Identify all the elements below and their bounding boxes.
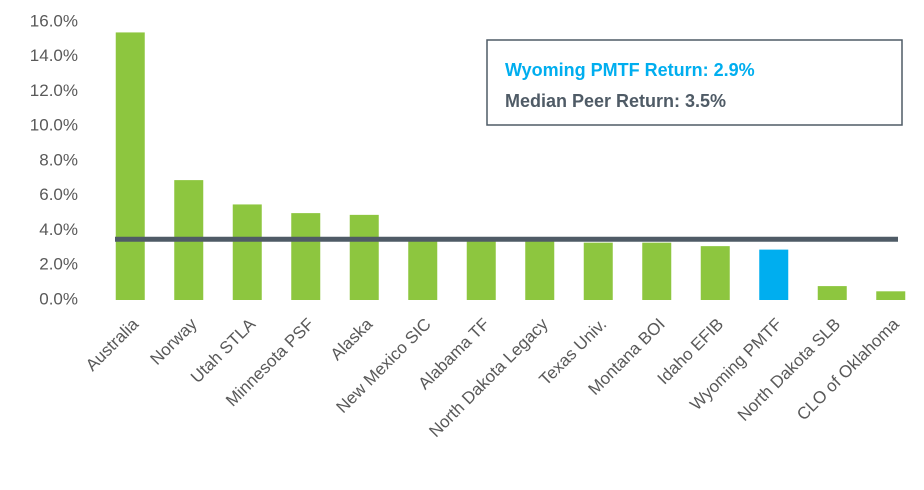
bar	[349, 214, 379, 300]
bar	[817, 286, 847, 300]
bar	[408, 239, 438, 300]
x-tick-label: Norway	[147, 314, 202, 369]
x-tick-label: Australia	[82, 314, 143, 375]
x-tick-label: Alaska	[327, 314, 377, 364]
x-tick-label: CLO of Oklahoma	[793, 314, 903, 424]
annotation-box	[486, 39, 903, 126]
y-tick-label: 14.0%	[30, 46, 78, 65]
bar	[876, 291, 906, 300]
y-tick-label: 16.0%	[30, 11, 78, 30]
bar	[232, 204, 262, 300]
bar	[525, 239, 555, 300]
y-tick-label: 10.0%	[30, 116, 78, 135]
annotation: Median Peer Return: 3.5%	[505, 91, 726, 111]
bar	[291, 213, 321, 300]
bar	[759, 249, 789, 300]
bar	[642, 242, 672, 300]
bar	[115, 32, 145, 301]
y-tick-label: 4.0%	[39, 220, 78, 239]
y-tick-label: 0.0%	[39, 289, 78, 308]
y-tick-label: 2.0%	[39, 255, 78, 274]
bar	[466, 239, 496, 300]
bar	[583, 242, 613, 300]
y-tick-label: 12.0%	[30, 81, 78, 100]
y-tick-label: 8.0%	[39, 150, 78, 169]
x-tick-label: North Dakota Legacy	[425, 314, 552, 441]
bar	[700, 246, 730, 300]
annotation: Wyoming PMTF Return: 2.9%	[505, 60, 755, 80]
x-tick-label: North Dakota SLB	[734, 315, 844, 425]
y-tick-label: 6.0%	[39, 185, 78, 204]
